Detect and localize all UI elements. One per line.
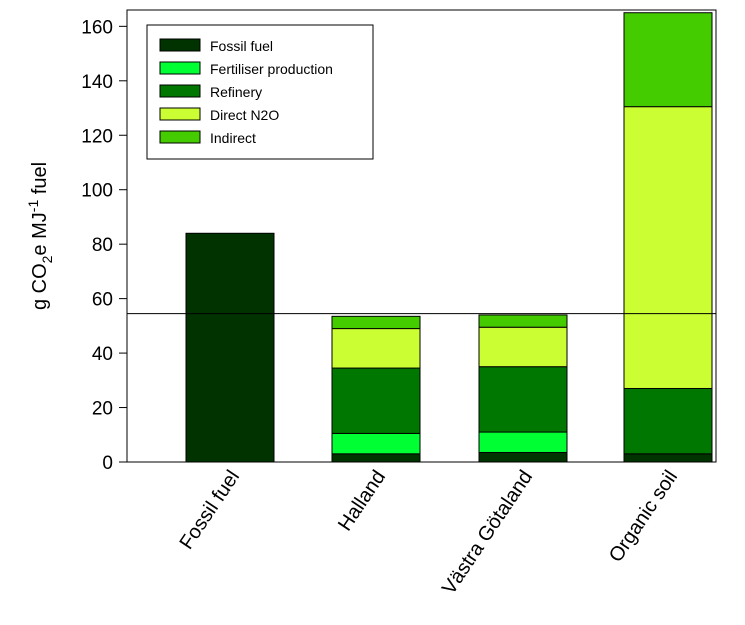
- y-tick-label: 40: [92, 344, 113, 365]
- y-axis: 0 20 40 60 80 100 120 140 160: [81, 17, 127, 474]
- y-tick-label: 160: [81, 17, 113, 38]
- legend-label: Refinery: [210, 84, 262, 100]
- bar-segment: [623, 453, 713, 463]
- bar-segment: [331, 367, 421, 434]
- y-tick-label: 100: [81, 181, 113, 202]
- x-category-label: Västra Götaland: [438, 466, 537, 598]
- bar-segment: [331, 328, 421, 369]
- y-tick-label: 80: [92, 235, 113, 256]
- y-axis-title-subscript: 2: [39, 255, 55, 263]
- legend-swatch: [159, 61, 201, 75]
- x-category-label: Halland: [334, 466, 390, 535]
- legend-label: Fertiliser production: [210, 61, 333, 77]
- legend-swatch: [159, 107, 201, 121]
- y-axis-title-suffix: fuel: [29, 162, 51, 200]
- plot-frame: [126, 9, 717, 463]
- x-category-label: Fossil fuel: [176, 466, 245, 553]
- x-category-label: Organic soil: [605, 466, 682, 566]
- bar-segment: [185, 232, 275, 463]
- legend-swatch: [159, 130, 201, 144]
- bar-segment: [478, 431, 568, 453]
- bars-layer: [185, 12, 713, 463]
- bar-segment: [331, 432, 421, 455]
- legend-swatch: [159, 84, 201, 98]
- bar-segment: [478, 326, 568, 368]
- bar-segment: [623, 12, 713, 108]
- bar-segment: [623, 387, 713, 455]
- bar-segment: [478, 451, 568, 463]
- legend-label: Fossil fuel: [210, 38, 273, 54]
- bar-segment: [478, 366, 568, 433]
- bar-segment: [478, 314, 568, 328]
- y-axis-title: g CO2e MJ-1 fuel: [25, 162, 55, 310]
- y-axis-title-superscript: -1: [25, 200, 41, 213]
- y-axis-title-prefix: g CO: [29, 263, 51, 310]
- legend-swatch: [159, 38, 201, 52]
- y-tick-label: 140: [81, 72, 113, 93]
- bar-segment: [331, 453, 421, 463]
- y-tick-label: 0: [102, 453, 113, 474]
- y-tick-label: 60: [92, 290, 113, 311]
- bar-segment: [623, 106, 713, 389]
- y-tick-label: 120: [81, 126, 113, 147]
- legend-label: Direct N2O: [210, 107, 279, 123]
- legend: Fossil fuel Fertiliser production Refinery…: [146, 24, 374, 160]
- y-tick-label: 20: [92, 399, 113, 420]
- legend-label: Indirect: [210, 130, 256, 146]
- bar-segment: [331, 315, 421, 330]
- x-axis: Fossil fuel Halland Västra Götaland Organic…: [176, 466, 683, 598]
- y-axis-title-mid: e MJ: [29, 212, 51, 255]
